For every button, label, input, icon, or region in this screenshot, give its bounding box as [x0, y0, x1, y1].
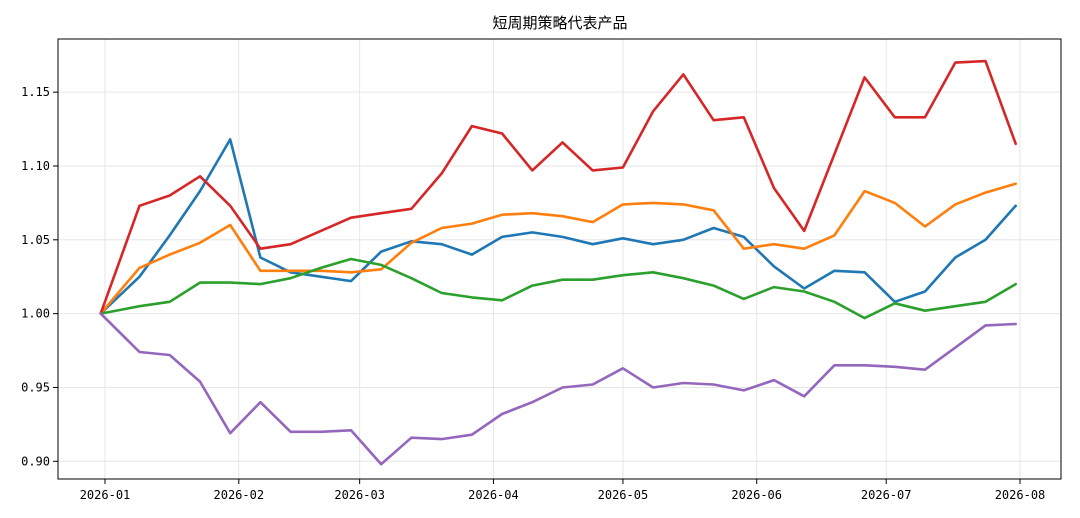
- y-tick-label: 0.95: [21, 380, 50, 394]
- y-tick-label: 1.05: [21, 233, 50, 247]
- chart-title: 短周期策略代表产品: [492, 14, 627, 32]
- series-line-1: [99, 138, 1018, 315]
- x-tick-label: 2026-03: [334, 488, 385, 502]
- plot-frame: [57, 38, 1062, 480]
- x-tick-label: 2026-06: [731, 488, 782, 502]
- series-line-4: [99, 59, 1018, 315]
- series-lines: [99, 59, 1018, 466]
- x-axis: 2026-01 2026-02 2026-03 2026-04 2026-05 2026-…: [80, 479, 1046, 502]
- series-line-3: [99, 257, 1018, 320]
- x-tick-label: 2026-05: [598, 488, 649, 502]
- y-tick-label: 1.10: [21, 159, 50, 173]
- x-tick-label: 2026-04: [468, 488, 519, 502]
- y-axis: 0.90 0.95 1.00 1.05 1.10 1.15: [21, 85, 58, 468]
- grid: [58, 39, 1061, 479]
- x-tick-label: 2026-07: [861, 488, 912, 502]
- x-tick-label: 2026-01: [80, 488, 131, 502]
- x-tick-label: 2026-08: [995, 488, 1046, 502]
- y-tick-label: 1.15: [21, 85, 50, 99]
- series-line-2: [99, 182, 1018, 315]
- y-tick-label: 1.00: [21, 307, 50, 321]
- y-tick-label: 0.90: [21, 454, 50, 468]
- series-line-5: [99, 312, 1018, 466]
- x-tick-label: 2026-02: [214, 488, 265, 502]
